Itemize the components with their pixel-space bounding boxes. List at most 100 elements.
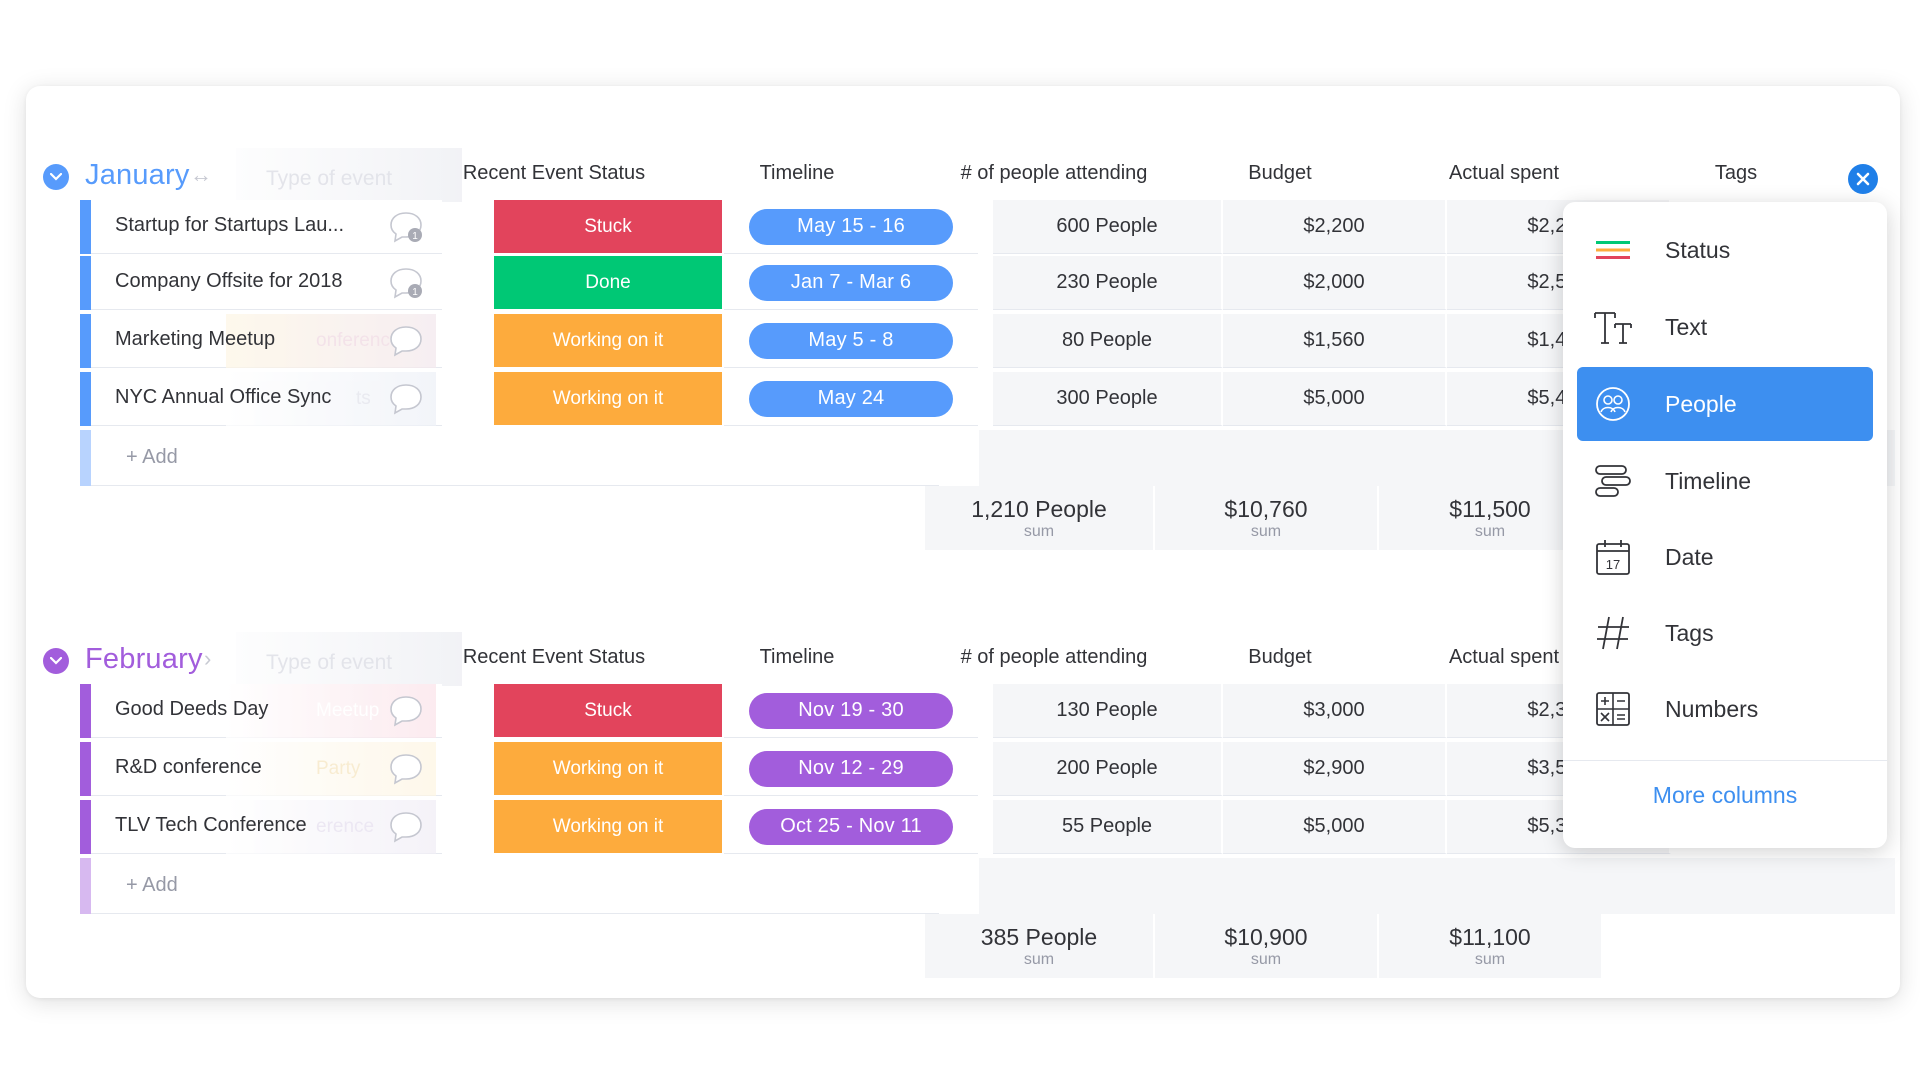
column-header-actual[interactable]: Actual spent bbox=[1448, 646, 1560, 668]
updates-bubble-icon[interactable] bbox=[388, 324, 424, 358]
group-title[interactable]: January bbox=[85, 159, 190, 191]
ghost-type-of-event: Meetup bbox=[226, 684, 436, 738]
timeline-cell[interactable]: Nov 12 - 29 bbox=[724, 742, 978, 796]
menu-divider bbox=[1563, 760, 1887, 761]
sum-label: sum bbox=[1474, 951, 1506, 968]
more-columns-link[interactable]: More columns bbox=[1652, 782, 1798, 808]
column-header-actual[interactable]: Actual spent bbox=[1448, 162, 1560, 184]
ghost-type-text: ts bbox=[356, 388, 371, 409]
status-cell[interactable]: Done bbox=[494, 256, 722, 310]
group-title[interactable]: February bbox=[85, 643, 203, 675]
table-row[interactable]: TLV Tech Conference erence Working on it… bbox=[80, 800, 1900, 854]
item-name-cell[interactable]: TLV Tech Conference erence bbox=[91, 800, 442, 854]
row-color-bar bbox=[80, 314, 91, 368]
menu-item-people[interactable]: People bbox=[1577, 367, 1873, 441]
column-header-budget[interactable]: Budget bbox=[1248, 162, 1312, 184]
attending-cell[interactable]: 600 People bbox=[993, 200, 1223, 254]
column-header-attending[interactable]: # of people attending bbox=[960, 162, 1148, 184]
status-cell[interactable]: Working on it bbox=[494, 742, 722, 796]
status-cell[interactable]: Working on it bbox=[494, 314, 722, 368]
attending-cell[interactable]: 300 People bbox=[993, 372, 1223, 426]
budget-cell[interactable]: $5,000 bbox=[1223, 800, 1447, 854]
item-name-cell[interactable]: Good Deeds Day Meetup bbox=[91, 684, 442, 738]
column-header-status[interactable]: Recent Event Status bbox=[462, 646, 646, 668]
updates-bubble-icon[interactable] bbox=[388, 752, 424, 786]
timeline-pill: Jan 7 - Mar 6 bbox=[749, 264, 953, 301]
attending-cell[interactable]: 55 People bbox=[993, 800, 1223, 854]
updates-bubble-icon[interactable] bbox=[388, 382, 424, 416]
table-row[interactable]: Company Offsite for 2018 1 Done Jan 7 - … bbox=[80, 256, 1900, 310]
sum-row: 385 People sum $10,900 sum $11,100 sum bbox=[26, 914, 1900, 978]
column-header-status[interactable]: Recent Event Status bbox=[462, 162, 646, 184]
item-name: TLV Tech Conference bbox=[115, 814, 307, 836]
table-row[interactable]: Startup for Startups Lau... 1 Stuck May … bbox=[80, 200, 1900, 254]
budget-cell[interactable]: $2,200 bbox=[1223, 200, 1447, 254]
attending-cell[interactable]: 80 People bbox=[993, 314, 1223, 368]
timeline-cell[interactable]: Oct 25 - Nov 11 bbox=[724, 800, 978, 854]
budget-cell[interactable]: $3,000 bbox=[1223, 684, 1447, 738]
attending-cell[interactable]: 130 People bbox=[993, 684, 1223, 738]
timeline-cell[interactable]: May 15 - 16 bbox=[724, 200, 978, 254]
updates-bubble-icon[interactable] bbox=[388, 694, 424, 728]
ghost-column-backdrop bbox=[236, 632, 462, 686]
status-cell[interactable]: Stuck bbox=[494, 684, 722, 738]
sum-value: $11,500 bbox=[1449, 496, 1531, 522]
updates-bubble-icon[interactable]: 1 bbox=[388, 210, 424, 244]
menu-item-tags[interactable]: Tags bbox=[1577, 596, 1873, 670]
add-item-input[interactable]: + Add bbox=[91, 858, 939, 914]
item-name-cell[interactable]: R&D conference Party bbox=[91, 742, 442, 796]
status-cell[interactable]: Working on it bbox=[494, 800, 722, 854]
item-name-cell[interactable]: NYC Annual Office Sync ts bbox=[91, 372, 442, 426]
add-item-input[interactable]: + Add bbox=[91, 430, 939, 486]
table-row[interactable]: NYC Annual Office Sync ts Working on it … bbox=[80, 372, 1900, 426]
row-color-bar bbox=[80, 430, 91, 486]
item-name-cell[interactable]: Company Offsite for 2018 1 bbox=[91, 256, 442, 310]
item-name-cell[interactable]: Marketing Meetup onference bbox=[91, 314, 442, 368]
column-header-timeline[interactable]: Timeline bbox=[759, 646, 835, 668]
budget-cell[interactable]: $5,000 bbox=[1223, 372, 1447, 426]
timeline-cell[interactable]: May 24 bbox=[724, 372, 978, 426]
collapse-group-icon[interactable] bbox=[43, 164, 69, 190]
menu-item-date[interactable]: 17 Date bbox=[1577, 520, 1873, 594]
status-cell[interactable]: Stuck bbox=[494, 200, 722, 254]
budget-cell[interactable]: $1,560 bbox=[1223, 314, 1447, 368]
resize-arrows-icon: › bbox=[204, 646, 212, 671]
sum-value: 1,210 People bbox=[971, 496, 1107, 522]
numbers-icon bbox=[1593, 689, 1633, 729]
budget-cell[interactable]: $2,000 bbox=[1223, 256, 1447, 310]
status-cell[interactable]: Working on it bbox=[494, 372, 722, 426]
menu-item-timeline[interactable]: Timeline bbox=[1577, 444, 1873, 518]
group-header: January ↔ Type of event Recent Event Sta… bbox=[26, 148, 1900, 202]
timeline-pill: May 24 bbox=[749, 380, 953, 417]
column-header-tags[interactable]: Tags bbox=[1714, 162, 1758, 184]
budget-cell[interactable]: $2,900 bbox=[1223, 742, 1447, 796]
updates-bubble-icon[interactable] bbox=[388, 810, 424, 844]
attending-cell[interactable]: 230 People bbox=[993, 256, 1223, 310]
timeline-cell[interactable]: Jan 7 - Mar 6 bbox=[724, 256, 978, 310]
close-menu-icon[interactable] bbox=[1848, 164, 1878, 194]
timeline-icon bbox=[1593, 461, 1633, 501]
calendar-icon: 17 bbox=[1593, 537, 1633, 577]
menu-item-status[interactable]: Status bbox=[1577, 213, 1873, 287]
column-header-timeline[interactable]: Timeline bbox=[759, 162, 835, 184]
attending-cell[interactable]: 200 People bbox=[993, 742, 1223, 796]
sum-budget: $10,760 sum bbox=[1155, 486, 1379, 550]
menu-item-label: Status bbox=[1665, 236, 1731, 263]
item-name: Startup for Startups Lau... bbox=[115, 214, 345, 236]
column-header-budget[interactable]: Budget bbox=[1248, 646, 1312, 668]
sum-value: $11,100 bbox=[1449, 924, 1531, 950]
updates-bubble-icon[interactable]: 1 bbox=[388, 266, 424, 300]
menu-item-text[interactable]: Text bbox=[1577, 290, 1873, 364]
timeline-cell[interactable]: May 5 - 8 bbox=[724, 314, 978, 368]
timeline-cell[interactable]: Nov 19 - 30 bbox=[724, 684, 978, 738]
table-row[interactable]: R&D conference Party Working on it Nov 1… bbox=[80, 742, 1900, 796]
column-header-attending[interactable]: # of people attending bbox=[960, 646, 1148, 668]
collapse-group-icon[interactable] bbox=[43, 648, 69, 674]
item-name-cell[interactable]: Startup for Startups Lau... 1 bbox=[91, 200, 442, 254]
add-item-row[interactable]: + Add bbox=[80, 858, 1900, 914]
menu-item-numbers[interactable]: Numbers bbox=[1577, 672, 1873, 746]
item-name: Company Offsite for 2018 bbox=[115, 270, 343, 292]
group-january: January ↔ Type of event Recent Event Sta… bbox=[26, 148, 1900, 550]
ghost-type-text: Meetup bbox=[316, 700, 380, 721]
people-icon bbox=[1593, 384, 1633, 424]
